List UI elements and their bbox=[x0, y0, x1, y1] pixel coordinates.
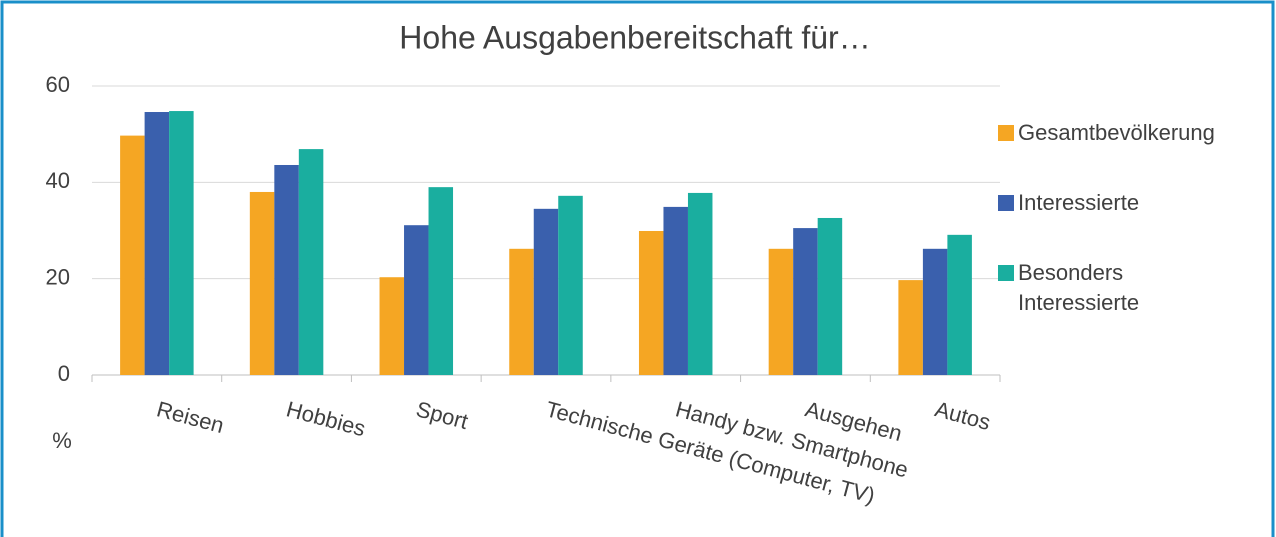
y-tick-label: 40 bbox=[46, 168, 70, 193]
bar bbox=[533, 208, 559, 375]
y-axis-label: % bbox=[52, 428, 72, 453]
bar bbox=[379, 277, 405, 375]
legend-swatch bbox=[998, 265, 1014, 281]
legend-label: Interessierte bbox=[1018, 190, 1140, 215]
bar bbox=[428, 187, 454, 375]
bar bbox=[509, 248, 534, 375]
bar bbox=[404, 225, 429, 375]
bar bbox=[898, 280, 923, 375]
bar bbox=[768, 248, 794, 375]
bar bbox=[144, 112, 170, 375]
legend-item: Gesamtbevölkerung bbox=[998, 118, 1238, 148]
legend-item: Interessierte bbox=[998, 188, 1238, 218]
bar bbox=[298, 149, 324, 375]
legend-swatch bbox=[998, 195, 1014, 211]
y-tick-label: 60 bbox=[46, 72, 70, 97]
bar bbox=[793, 228, 818, 375]
bar bbox=[687, 192, 713, 375]
legend-swatch bbox=[998, 125, 1014, 141]
bar bbox=[922, 248, 948, 375]
bar bbox=[558, 195, 583, 375]
bar bbox=[249, 191, 275, 375]
bar bbox=[817, 217, 843, 375]
x-tick-label: Reisen bbox=[154, 396, 227, 438]
x-tick-label: Autos bbox=[932, 396, 993, 435]
bar bbox=[274, 164, 299, 375]
bar bbox=[638, 230, 664, 375]
legend: Gesamtbevölkerung Interessierte Besonders … bbox=[998, 118, 1238, 358]
bar bbox=[120, 135, 145, 375]
legend-label: Gesamtbevölkerung bbox=[1018, 120, 1215, 145]
y-tick-label: 20 bbox=[46, 264, 70, 289]
chart-title: Hohe Ausgabenbereitschaft für… bbox=[399, 19, 870, 55]
legend-item: Besonders Interessierte bbox=[998, 258, 1238, 318]
bar bbox=[947, 234, 972, 375]
bar bbox=[663, 206, 688, 375]
bar bbox=[169, 111, 194, 376]
x-tick-label: Sport bbox=[413, 396, 470, 434]
x-tick-label: Hobbies bbox=[284, 396, 368, 441]
legend-label: Besonders Interessierte bbox=[1018, 260, 1140, 315]
y-tick-label: 0 bbox=[58, 361, 70, 386]
